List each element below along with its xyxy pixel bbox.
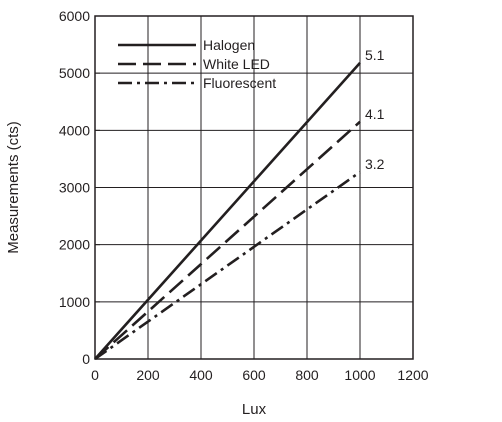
legend-label-fluorescent: Fluorescent — [203, 75, 276, 91]
x-tick-label-4: 800 — [295, 367, 319, 383]
x-tick-label-1: 200 — [136, 367, 160, 383]
x-tick-label-3: 600 — [242, 367, 266, 383]
x-tick-label-5: 1000 — [344, 367, 375, 383]
y-tick-label-6: 6000 — [59, 8, 90, 24]
x-tick-label-0: 0 — [91, 367, 99, 383]
data-labels: 5.1 4.1 3.2 — [365, 47, 385, 172]
legend-label-white-led: White LED — [203, 56, 270, 72]
series-line-fluorescent — [94, 171, 361, 361]
series-lines — [94, 62, 361, 361]
y-axis-label: Measurements (cts) — [5, 121, 22, 254]
y-tick-label-1: 1000 — [59, 294, 90, 310]
legend-label-halogen: Halogen — [203, 37, 255, 53]
grid — [95, 16, 413, 359]
end-label-fluorescent: 3.2 — [365, 156, 385, 172]
y-tick-label-2: 2000 — [59, 237, 90, 253]
y-tick-label-4: 4000 — [59, 122, 90, 138]
x-tick-label-6: 1200 — [397, 367, 428, 383]
end-label-halogen: 5.1 — [365, 47, 385, 63]
series-line-white-led — [94, 120, 361, 360]
x-axis-label: Lux — [242, 401, 267, 418]
y-tick-label-5: 5000 — [59, 65, 90, 81]
end-label-white-led: 4.1 — [365, 106, 385, 122]
tick-labels: 0 200 400 600 800 1000 1200 0 1000 2000 3000 4000 50… — [59, 8, 429, 383]
legend: Halogen White LED Fluorescent — [118, 37, 276, 91]
y-tick-label-0: 0 — [82, 351, 90, 367]
y-tick-label-3: 3000 — [59, 180, 90, 196]
series-line-halogen — [94, 62, 361, 360]
x-tick-label-2: 400 — [189, 367, 213, 383]
